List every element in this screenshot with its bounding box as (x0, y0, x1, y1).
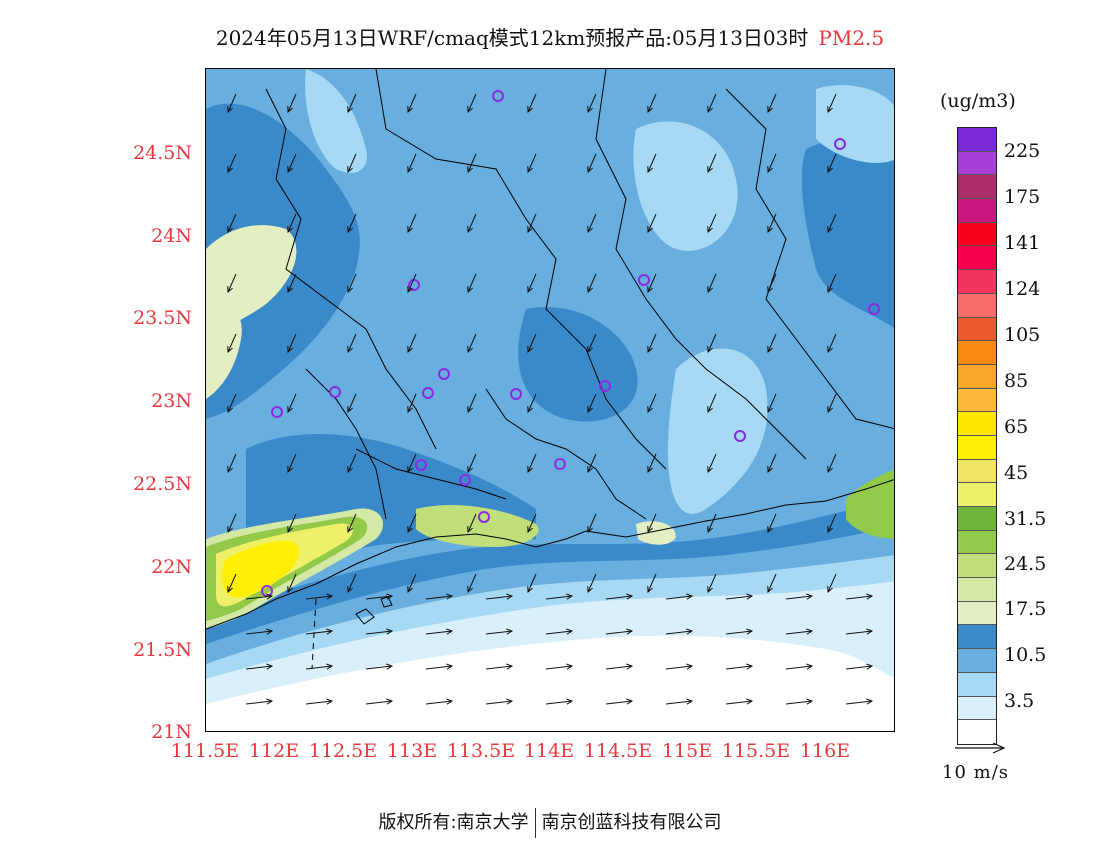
color-bar-segment (958, 696, 996, 721)
lat-tick-label: 23.5N (133, 307, 192, 329)
concentration-map (205, 68, 895, 732)
color-bar-segment (958, 554, 996, 579)
color-bar-segment (958, 530, 996, 555)
color-bar-segment (958, 649, 996, 673)
color-bar (957, 127, 997, 745)
wind-reference-arrow (955, 742, 1006, 754)
color-bar-segment (958, 625, 996, 650)
copyright-company: 南京创蓝科技有限公司 (541, 812, 722, 833)
color-bar-segment (958, 270, 996, 294)
color-bar-segment (958, 151, 996, 176)
lon-tick-label: 115.5E (721, 740, 791, 762)
lat-tick-label: 21N (151, 721, 192, 743)
lon-tick-label: 112E (248, 740, 300, 762)
lat-tick-label: 24N (151, 225, 192, 247)
color-bar-segment (958, 222, 996, 247)
color-bar-segment (958, 317, 996, 342)
color-bar-segment (958, 601, 996, 626)
color-bar-segment (958, 364, 996, 389)
color-bar-segment (958, 199, 996, 223)
lon-tick-label: 113E (386, 740, 438, 762)
lat-tick-label: 24.5N (133, 142, 192, 164)
legend-label: 225 (1004, 140, 1041, 162)
legend-label: 175 (1004, 186, 1041, 208)
color-bar-segment (958, 293, 996, 318)
legend-label: 85 (1004, 370, 1029, 392)
lon-tick-label: 114.5E (583, 740, 653, 762)
lat-tick-label: 22N (151, 556, 192, 578)
lon-tick-label: 116E (799, 740, 851, 762)
title-text: 2024年05月13日WRF/cmaq模式12km预报产品:05月13日03时 (215, 26, 809, 50)
lat-tick-label: 21.5N (133, 639, 192, 661)
color-bar-segment (958, 507, 996, 531)
legend-label: 124 (1004, 278, 1041, 300)
wind-reference-label: 10 m/s (942, 762, 1009, 783)
footer-divider (534, 808, 536, 838)
lat-tick-label: 23N (151, 390, 192, 412)
lon-tick-label: 112.5E (308, 740, 378, 762)
lon-tick-label: 115E (661, 740, 713, 762)
lat-tick-label: 22.5N (133, 473, 192, 495)
pollutant-label: PM2.5 (818, 26, 885, 50)
legend-label: 10.5 (1004, 644, 1047, 666)
color-bar-segment (958, 435, 996, 460)
lon-tick-label: 114E (523, 740, 575, 762)
lon-tick-label: 113.5E (446, 740, 516, 762)
legend-unit: (ug/m3) (940, 90, 1016, 112)
legend-label: 65 (1004, 416, 1029, 438)
color-bar-segment (958, 459, 996, 484)
legend-label: 31.5 (1004, 508, 1047, 530)
copyright-owner: 版权所有:南京大学 (378, 812, 529, 833)
color-bar-segment (958, 175, 996, 200)
copyright-footer: 版权所有:南京大学 南京创蓝科技有限公司 (0, 808, 1100, 838)
legend-label: 3.5 (1004, 690, 1035, 712)
legend-label: 45 (1004, 462, 1029, 484)
color-bar-segment (958, 578, 996, 602)
color-bar-segment (958, 246, 996, 271)
color-bar-segment (958, 388, 996, 413)
color-bar-segment (958, 341, 996, 365)
map-title: 2024年05月13日WRF/cmaq模式12km预报产品:05月13日03时 P… (0, 22, 1100, 51)
color-bar-segment (958, 720, 996, 744)
color-bar-segment (958, 128, 996, 152)
lon-tick-label: 111.5E (170, 740, 240, 762)
legend-label: 24.5 (1004, 553, 1047, 575)
legend-label: 141 (1004, 232, 1041, 254)
color-bar-segment (958, 483, 996, 507)
legend-label: 105 (1004, 324, 1041, 346)
color-bar-segment (958, 672, 996, 697)
legend-label: 17.5 (1004, 598, 1047, 620)
color-bar-segment (958, 412, 996, 436)
